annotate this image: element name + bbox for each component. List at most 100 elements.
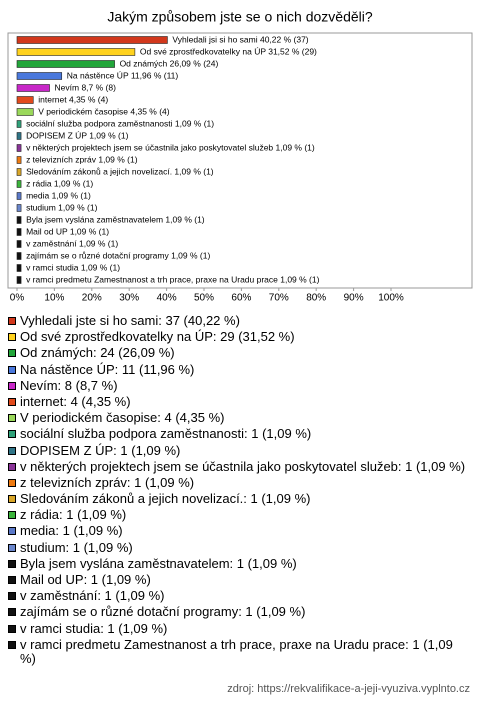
legend-label: zajímám se o různé dotační programy: 1 (… — [20, 604, 306, 620]
legend-label: Byla jsem vyslána zaměstnavatelem: 1 (1,… — [20, 555, 297, 571]
data-label: studium 1,09 % (1) — [26, 202, 98, 212]
bar — [16, 168, 22, 176]
bar — [16, 204, 22, 212]
legend-label: Od známých: 24 (26,09 %) — [20, 345, 175, 361]
legend-label: Na nástěnce ÚP: 11 (11,96 %) — [20, 361, 195, 377]
source: zdroj: https://rekvalifikace-a-jeji-vyuz… — [227, 683, 470, 695]
legend-swatch — [8, 592, 16, 601]
data-label: Od své zprostředkovatelky na ÚP 31,52 % … — [140, 46, 317, 56]
data-label: Mail od UP 1,09 % (1) — [26, 226, 109, 236]
legend-swatch — [8, 462, 16, 471]
bar — [16, 276, 22, 284]
legend-item: zajímám se o různé dotační programy: 1 (… — [8, 605, 470, 619]
legend-item: Na nástěnce ÚP: 11 (11,96 %) — [8, 361, 470, 377]
legend-swatch — [8, 317, 16, 325]
chart-title: Jakým způsobem jste se o nich dozvěděli? — [107, 9, 373, 25]
legend-item: V periodickém časopise: 4 (4,35 %) — [8, 411, 470, 425]
legend-label: V periodickém časopise: 4 (4,35 %) — [20, 410, 225, 426]
legend-item: DOPISEM Z ÚP: 1 (1,09 %) — [8, 442, 470, 458]
legend-item: v některých projektech jsem se účastnila… — [8, 458, 470, 474]
legend-label: Nevím: 8 (8,7 %) — [20, 377, 118, 393]
data-label: Nevím 8,7 % (8) — [55, 82, 117, 92]
x-tick-label: 0% — [10, 293, 25, 304]
x-tick-label: 40% — [157, 293, 177, 304]
bar — [16, 180, 22, 188]
x-tick-label: 100% — [378, 293, 404, 304]
legend-item: internet: 4 (4,35 %) — [8, 393, 470, 409]
bar — [16, 228, 22, 236]
legend-swatch — [8, 381, 16, 390]
x-tick-label: 30% — [119, 293, 139, 304]
data-label: internet 4,35 % (4) — [38, 94, 108, 104]
bar — [16, 72, 63, 80]
legend-item: v zaměstnání: 1 (1,09 %) — [8, 589, 470, 603]
legend-label: DOPISEM Z ÚP: 1 (1,09 %) — [20, 442, 181, 458]
legend-swatch — [8, 333, 16, 342]
legend-label: internet: 4 (4,35 %) — [20, 393, 131, 409]
legend-label: v některých projektech jsem se účastnila… — [20, 458, 466, 474]
legend-swatch — [8, 624, 16, 633]
data-label: v ramci studia 1,09 % (1) — [26, 262, 120, 272]
x-tick-label: 50% — [194, 293, 214, 304]
data-label: z televizních zpráv 1,09 % (1) — [26, 154, 138, 164]
legend-swatch — [8, 640, 16, 649]
legend-swatch — [8, 446, 16, 455]
bar — [16, 240, 22, 248]
legend-item: Od známých: 24 (26,09 %) — [8, 346, 470, 360]
legend-label: Vyhledali jste si ho sami: 37 (40,22 %) — [20, 313, 240, 328]
legend-label: Mail od UP: 1 (1,09 %) — [20, 572, 151, 587]
x-tick-label: 20% — [82, 293, 102, 304]
data-label: v ramci predmetu Zamestnanost a trh prac… — [26, 274, 320, 284]
data-label: v zaměstnání 1,09 % (1) — [26, 238, 118, 248]
legend-swatch — [8, 527, 16, 536]
bar — [16, 84, 50, 92]
legend-item: v ramci studia: 1 (1,09 %) — [8, 621, 470, 636]
legend-item: sociální služba podpora zaměstnanosti: 1… — [8, 427, 470, 441]
legend-item: studium: 1 (1,09 %) — [8, 539, 470, 555]
legend-swatch — [8, 430, 16, 439]
legend-item: Od své zprostředkovatelky na ÚP: 29 (31,… — [8, 330, 470, 344]
bar — [16, 216, 22, 224]
chart: Jakým způsobem jste se o nich dozvěděli?… — [7, 9, 473, 304]
legend-label: Od své zprostředkovatelky na ÚP: 29 (31,… — [20, 329, 295, 345]
legend-item: media: 1 (1,09 %) — [8, 524, 470, 538]
legend-item: z televizních zpráv: 1 (1,09 %) — [8, 474, 470, 490]
legend-item: Mail od UP: 1 (1,09 %) — [8, 573, 470, 587]
x-tick-label: 90% — [344, 293, 364, 304]
data-label: Byla jsem vyslána zaměstnavatelem 1,09 %… — [26, 214, 205, 224]
bar — [16, 132, 22, 140]
data-label: Vyhledali jsi si ho sami 40,22 % (37) — [172, 34, 308, 44]
legend-label: media: 1 (1,09 %) — [20, 523, 123, 539]
legend-swatch — [8, 511, 16, 520]
legend-label: studium: 1 (1,09 %) — [20, 539, 133, 555]
legend-swatch — [8, 397, 16, 406]
legend-swatch — [8, 365, 16, 374]
x-tick-label: 60% — [231, 293, 251, 304]
data-label: sociální služba podpora zaměstnanosti 1,… — [26, 118, 214, 128]
bar — [16, 48, 136, 56]
legend-label: v zaměstnání: 1 (1,09 %) — [20, 588, 165, 604]
legend-swatch — [8, 559, 16, 568]
bar — [16, 252, 22, 260]
data-label: z rádia 1,09 % (1) — [26, 178, 93, 188]
data-label: Na nástěnce ÚP 11,96 % (11) — [67, 70, 179, 80]
legend-swatch — [8, 349, 16, 358]
x-tick-label: 80% — [306, 293, 326, 304]
legend-item: Byla jsem vyslána zaměstnavatelem: 1 (1,… — [8, 555, 470, 571]
bar — [16, 264, 22, 272]
legend-swatch — [8, 543, 16, 552]
data-label: v některých projektech jsem se účastnila… — [26, 142, 315, 152]
data-label: V periodickém časopise 4,35 % (4) — [38, 106, 170, 116]
bar — [16, 192, 22, 200]
legend: Vyhledali jste si ho sami: 37 (40,22 %) O… — [8, 314, 470, 668]
legend-swatch — [8, 576, 16, 584]
data-label: zajímám se o různé dotační programy 1,09… — [26, 250, 210, 260]
x-tick-label: 70% — [269, 293, 289, 304]
legend-label: z televizních zpráv: 1 (1,09 %) — [20, 474, 195, 490]
legend-item: Sledováním zákonů a jejich novelizací.: … — [8, 492, 470, 506]
bar — [16, 108, 34, 116]
data-label: DOPISEM Z ÚP 1,09 % (1) — [26, 130, 129, 140]
plot-frame — [7, 32, 473, 289]
bar — [16, 156, 22, 164]
